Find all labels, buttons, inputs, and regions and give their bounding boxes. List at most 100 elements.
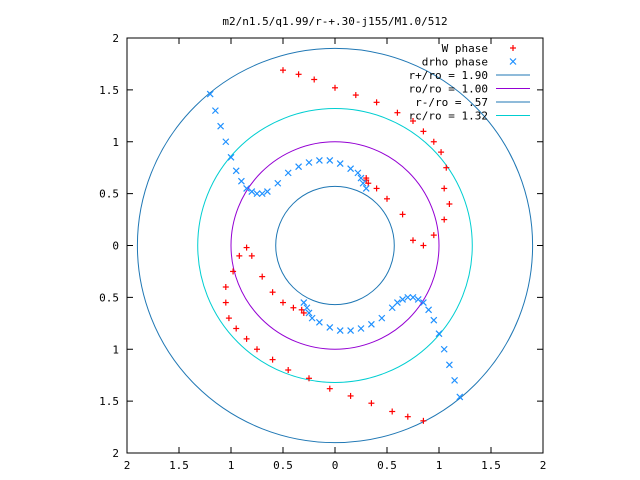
circle-r (275, 185, 395, 306)
x-tick-label: 1.5 (169, 459, 189, 472)
w-phase-point (365, 180, 372, 187)
x-tick-label: 2 (540, 459, 547, 472)
w-phase-point (410, 237, 416, 244)
drho-phase-point (362, 185, 370, 192)
w-phase-point (225, 315, 232, 322)
y-tick-label: 0 (112, 240, 119, 253)
legend-swatch (509, 58, 517, 65)
w-phase-point (222, 284, 229, 290)
x-tick-label: 0.5 (377, 459, 397, 472)
w-phase-point (243, 335, 250, 342)
w-phase-point (441, 185, 448, 192)
y-tick-label: 2 (112, 447, 119, 460)
y-tick-label: 2 (112, 32, 119, 45)
w-phase-point (280, 299, 286, 306)
drho-phase-point (378, 314, 386, 322)
w-phase-point (399, 211, 406, 218)
drho-phase-point (253, 190, 261, 198)
drho-phase-point (243, 185, 251, 192)
drho-phase-point (357, 174, 365, 182)
w-phase-point (248, 252, 255, 259)
drho-phase-point (445, 361, 453, 369)
reference-circles (136, 47, 534, 444)
w-phase-point (332, 84, 338, 91)
w-phase-point (420, 128, 427, 135)
w-phase-point (269, 356, 276, 363)
w-phase-point (389, 408, 396, 415)
w-phase-point (347, 392, 354, 399)
drho-phase-point (326, 157, 334, 164)
w-phase-point (373, 99, 380, 106)
drho-phase-point (393, 299, 401, 306)
w-phase-point (230, 268, 237, 275)
w-phase-point (311, 76, 318, 83)
legend-label: r-/ro = .57 (415, 96, 488, 109)
drho-phase-point (435, 330, 443, 338)
drho-phase-point (227, 153, 235, 161)
w-phase-point (352, 92, 359, 99)
drho-phase-point (336, 160, 344, 167)
drho-phase-point (315, 157, 323, 164)
chart-title: m2/n1.5/q1.99/r-+.30-j155/M1.0/512 (222, 15, 447, 28)
w-phase-point (420, 242, 427, 249)
drho-phase-point (359, 179, 367, 187)
legend-label: rc/ro = 1.32 (409, 110, 488, 123)
x-tick-label: 1 (436, 459, 443, 472)
w-phase-point (410, 118, 416, 124)
w-phase-point (280, 67, 286, 74)
w-phase-point (441, 216, 448, 223)
x-tick-label: 0.5 (273, 459, 293, 472)
w-phase-point (295, 71, 302, 78)
y-tick-label: 1 (112, 343, 119, 356)
drho-phase-point (456, 393, 464, 401)
drho-phase-point (425, 306, 433, 314)
circle-r (197, 108, 473, 383)
drho-phase-point (404, 293, 412, 301)
w-phase-point (243, 244, 250, 251)
drho-phase-point (440, 345, 448, 353)
w-phase-point (368, 400, 375, 407)
drho-phase-point (414, 296, 422, 303)
drho-phase-point (354, 169, 362, 177)
drho-phase-point (399, 296, 407, 303)
drho-phase-point (222, 138, 230, 146)
drho-phase-point (308, 314, 316, 322)
drho-phase-point (430, 316, 438, 324)
w-phase-point (430, 232, 437, 239)
drho-phase-point (315, 318, 323, 326)
w-phase-point (446, 201, 453, 207)
w-phase-point (306, 375, 312, 382)
y-tick-label: 1.5 (99, 84, 119, 97)
circle-r (230, 141, 440, 350)
y-tick-label: 0.5 (99, 188, 119, 201)
legend-label: ro/ro = 1.00 (409, 83, 488, 96)
drho-phase-point (305, 309, 313, 317)
legend-label: drho phase (422, 56, 488, 69)
w-phase-point (443, 164, 450, 171)
drho-phase-point (388, 304, 396, 312)
w-phase-point (373, 185, 380, 192)
drho-phase-point (347, 165, 355, 173)
drho-phase-point (248, 188, 256, 195)
w-phase-point (404, 413, 411, 420)
w-phase-point (394, 109, 401, 116)
drho-phase-point (336, 327, 344, 334)
drho-phase-point (284, 169, 292, 177)
drho-phase-point (217, 122, 225, 130)
w-phase-point (438, 149, 445, 156)
y-tick-label: 0.5 (99, 291, 119, 304)
w-phase-point (384, 195, 390, 202)
x-tick-label: 1 (228, 459, 235, 472)
drho-phase-point (258, 190, 266, 198)
legend-label: W phase (442, 42, 488, 55)
w-phase-point (269, 289, 276, 296)
circle-r (136, 47, 534, 444)
drho-phase-point (274, 179, 282, 187)
w-phase-point (430, 138, 437, 145)
w-phase-point (298, 306, 305, 313)
x-tick-label: 2 (124, 459, 131, 472)
w-phase-point (233, 325, 240, 332)
drho-phase-point (367, 320, 375, 328)
